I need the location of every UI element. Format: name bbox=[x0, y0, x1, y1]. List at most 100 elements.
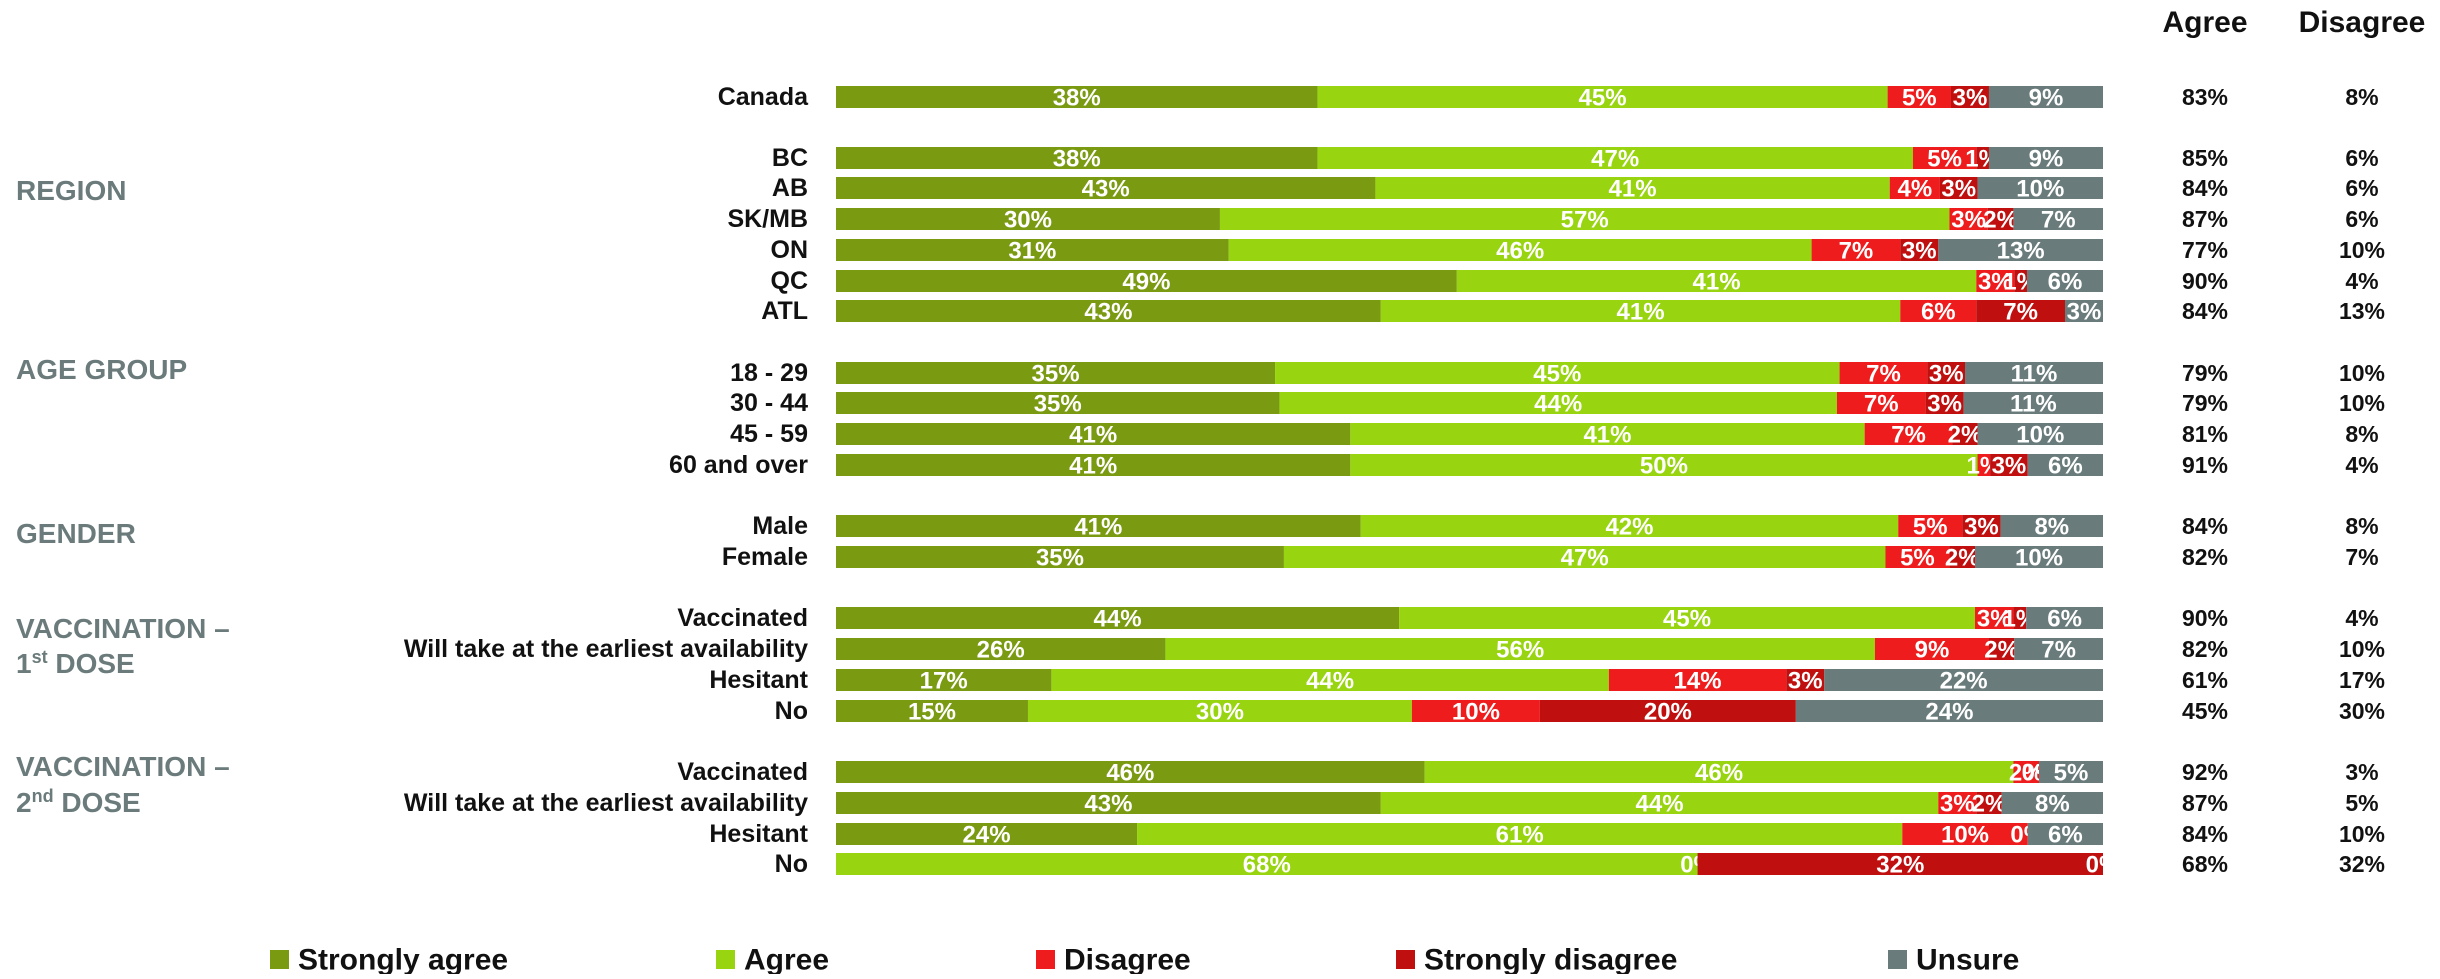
bar-segment-strongly-agree bbox=[836, 362, 1276, 384]
bar-segment-strongly-agree bbox=[836, 823, 1138, 845]
disagree-value: 32% bbox=[2339, 851, 2385, 877]
bar-data-label: 7% bbox=[2041, 207, 2076, 234]
agree-value: 90% bbox=[2182, 605, 2228, 631]
legend-swatch bbox=[1396, 950, 1415, 969]
bar-data-label: 20% bbox=[1644, 699, 1692, 726]
bar-data-label: 9% bbox=[2029, 146, 2064, 173]
agree-value: 61% bbox=[2182, 667, 2228, 693]
bar-data-label: 3% bbox=[1927, 391, 1962, 418]
legend-swatch bbox=[716, 950, 735, 969]
disagree-value: 8% bbox=[2345, 84, 2378, 110]
bar-data-label: 17% bbox=[920, 668, 968, 695]
bar-segment-disagree bbox=[1608, 669, 1787, 691]
agree-value: 82% bbox=[2182, 544, 2228, 570]
bar-data-label: 7% bbox=[1866, 361, 1901, 388]
row-label: Vaccinated bbox=[677, 604, 808, 632]
disagree-value: 8% bbox=[2345, 513, 2378, 539]
legend-swatch bbox=[1888, 950, 1907, 969]
bar-data-label: 41% bbox=[1069, 422, 1117, 449]
bar-segment-strongly-agree bbox=[836, 669, 1052, 691]
bar-data-label: 6% bbox=[2048, 822, 2083, 849]
bar-segment-strongly-disagree bbox=[1786, 669, 1825, 691]
agree-value: 83% bbox=[2182, 84, 2228, 110]
bar-data-label: 14% bbox=[1674, 668, 1722, 695]
disagree-value: 4% bbox=[2345, 605, 2378, 631]
disagree-value: 3% bbox=[2345, 759, 2378, 785]
disagree-column-header: Disagree bbox=[2299, 6, 2426, 39]
bar-data-label: 10% bbox=[2016, 422, 2064, 449]
bar-segment-disagree bbox=[2013, 761, 2040, 783]
bar-data-label: 3% bbox=[1941, 176, 1976, 203]
bar-segment-unsure bbox=[2027, 823, 2103, 845]
bar-segment-unsure bbox=[1795, 700, 2103, 722]
row-label: SK/MB bbox=[727, 205, 808, 233]
bar-segment-strongly-disagree bbox=[1988, 638, 2015, 660]
bar-segment-strongly-disagree bbox=[1976, 792, 2002, 814]
bar-segment-strongly-disagree bbox=[1927, 362, 1966, 384]
bar-segment-strongly-agree bbox=[836, 147, 1318, 169]
agree-value: 82% bbox=[2182, 636, 2228, 662]
disagree-value: 10% bbox=[2339, 390, 2385, 416]
bar-segment-unsure bbox=[1975, 546, 2103, 568]
row-label: BC bbox=[772, 144, 808, 172]
bar-data-label: 45% bbox=[1579, 85, 1627, 112]
bar-segment-strongly-agree bbox=[836, 86, 1318, 108]
bar-data-label: 22% bbox=[1940, 668, 1988, 695]
bar-data-label: 3% bbox=[1978, 269, 2013, 296]
bar-data-label: 56% bbox=[1496, 637, 1544, 664]
disagree-value: 17% bbox=[2339, 667, 2385, 693]
bar-segment-agree bbox=[1375, 177, 1890, 199]
bar-data-label: 3% bbox=[1940, 791, 1975, 818]
bar-data-label: 9% bbox=[2029, 85, 2064, 112]
agree-value: 92% bbox=[2182, 759, 2228, 785]
bar-segment-unsure bbox=[1963, 392, 2103, 414]
group-title: VACCINATION – bbox=[16, 751, 230, 782]
bar-segment-strongly-disagree bbox=[1976, 147, 1989, 169]
disagree-value: 10% bbox=[2339, 360, 2385, 386]
bar-data-label: 3% bbox=[1788, 668, 1823, 695]
bar-segment-unsure bbox=[2014, 638, 2103, 660]
bar-data-label: 10% bbox=[1452, 699, 1500, 726]
bar-segment-strongly-agree bbox=[836, 761, 1425, 783]
row-label: No bbox=[775, 697, 808, 725]
bar-data-label: 30% bbox=[1004, 207, 1052, 234]
bar-segment-strongly-agree bbox=[836, 454, 1351, 476]
agree-value: 90% bbox=[2182, 268, 2228, 294]
bar-segment-agree bbox=[1279, 392, 1837, 414]
bar-segment-strongly-agree bbox=[836, 208, 1220, 230]
group-title: REGION bbox=[16, 175, 126, 206]
bar-data-label: 5% bbox=[1927, 146, 1962, 173]
bar-data-label: 41% bbox=[1069, 453, 1117, 480]
bar-data-label: 9% bbox=[1915, 637, 1950, 664]
bar-data-label: 2% bbox=[1983, 207, 2018, 234]
agree-value: 77% bbox=[2182, 237, 2228, 263]
bar-data-label: 43% bbox=[1084, 299, 1132, 326]
bar-data-label: 3% bbox=[2067, 299, 2102, 326]
disagree-value: 10% bbox=[2339, 636, 2385, 662]
bar-segment-strongly-agree bbox=[836, 270, 1457, 292]
bar-segment-agree bbox=[1317, 147, 1913, 169]
bar-segment-strongly-disagree bbox=[2014, 270, 2027, 292]
bar-data-label: 3% bbox=[1951, 207, 1986, 234]
row-label: Vaccinated bbox=[677, 758, 808, 786]
agree-value: 45% bbox=[2182, 698, 2228, 724]
bar-segment-agree bbox=[1424, 761, 2014, 783]
bar-segment-strongly-agree bbox=[836, 515, 1361, 537]
bar-segment-strongly-agree bbox=[836, 300, 1381, 322]
bar-data-label: 7% bbox=[1891, 422, 1926, 449]
bar-segment-disagree bbox=[1889, 177, 1940, 199]
agree-value: 79% bbox=[2182, 390, 2228, 416]
row-label: Hesitant bbox=[709, 820, 808, 848]
bar-data-label: 5% bbox=[1900, 545, 1935, 572]
bar-data-label: 41% bbox=[1693, 269, 1741, 296]
bar-data-label: 45% bbox=[1663, 606, 1711, 633]
bar-data-label: 26% bbox=[977, 637, 1025, 664]
bar-segment-agree bbox=[836, 853, 1698, 875]
bar-data-label: 24% bbox=[963, 822, 1011, 849]
bar-data-label: 49% bbox=[1122, 269, 1170, 296]
bar-data-label: 32% bbox=[1876, 852, 1924, 879]
row-label: Male bbox=[752, 512, 808, 540]
bar-data-label: 38% bbox=[1053, 146, 1101, 173]
bar-data-label: 61% bbox=[1496, 822, 1544, 849]
row-label: Canada bbox=[718, 83, 809, 111]
